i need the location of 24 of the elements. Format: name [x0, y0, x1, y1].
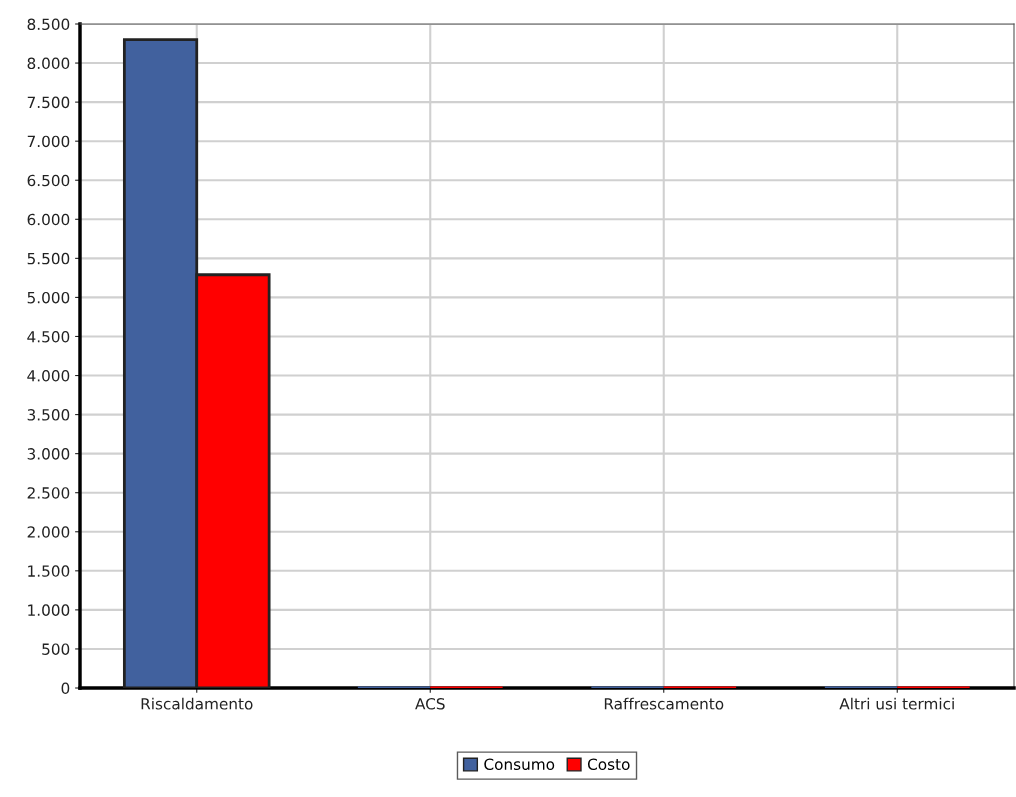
y-tick-label: 4.500 — [27, 330, 70, 343]
y-tick-label: 7.000 — [27, 135, 70, 148]
x-tick-label: Raffrescamento — [604, 697, 724, 710]
y-tick-label: 1.000 — [28, 604, 70, 616]
y-tick-label: 4.000 — [27, 369, 70, 382]
x-tick-label: ACS — [415, 697, 445, 710]
y-tick-label: 8.500 — [27, 18, 70, 31]
x-tick-label: Altri usi termici — [839, 697, 954, 710]
y-tick-label: 6.000 — [27, 213, 70, 226]
y-tick-label: 7.500 — [27, 96, 70, 109]
y-tick-label: 8.000 — [27, 57, 70, 70]
legend-label: Costo — [587, 758, 630, 771]
y-tick-label: 6.500 — [27, 174, 70, 187]
y-tick-label: 3.500 — [27, 409, 70, 421]
y-tick-label: 500 — [42, 643, 70, 655]
x-tick-label: Riscaldamento — [141, 697, 253, 710]
y-tick-label: 5.500 — [27, 252, 70, 265]
y-tick-label: 2.000 — [27, 526, 70, 538]
y-tick-label: 2.500 — [27, 487, 70, 499]
y-tick-label: 0 — [61, 682, 70, 695]
y-tick-label: 3.000 — [27, 448, 70, 460]
y-tick-label: 5.000 — [27, 291, 70, 304]
legend-label: Consumo — [484, 758, 555, 771]
y-tick-label: 1.500 — [28, 565, 70, 577]
